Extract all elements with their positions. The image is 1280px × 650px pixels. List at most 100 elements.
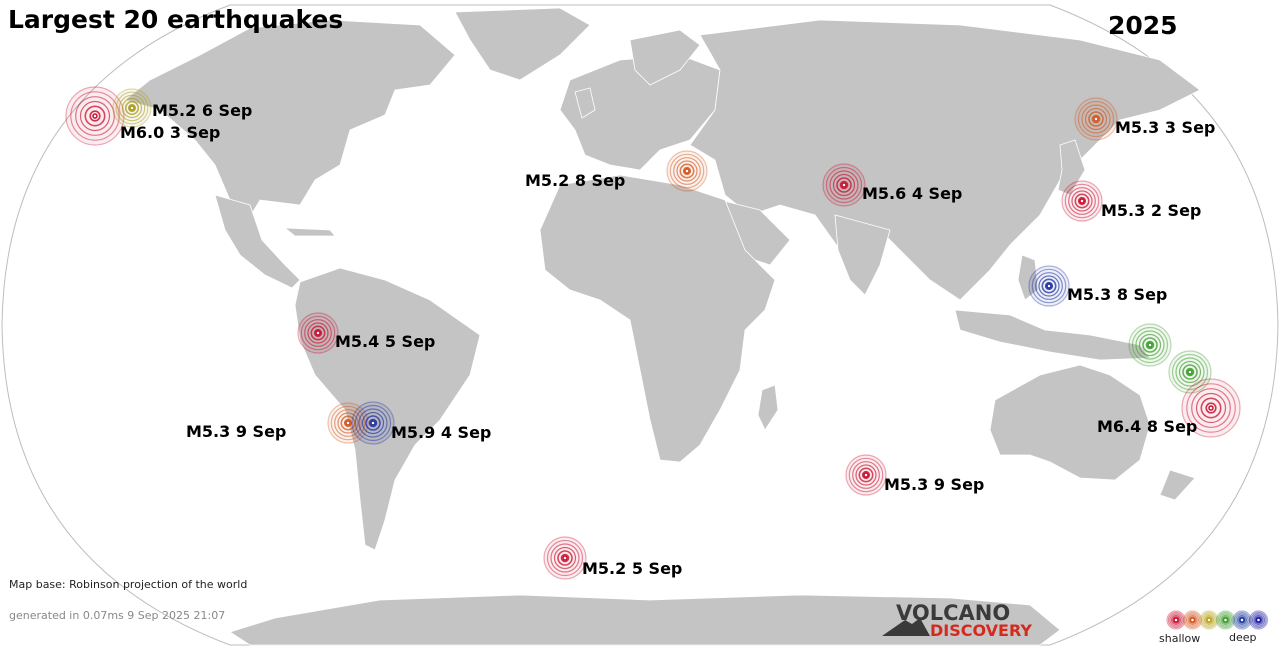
marker-ring	[1191, 388, 1231, 428]
marker-ring	[1091, 114, 1101, 124]
marker-ring	[1233, 611, 1251, 629]
marker-ring	[1187, 614, 1198, 626]
earthquake-marker[interactable]	[543, 536, 587, 580]
earthquake-marker[interactable]	[1168, 350, 1212, 394]
marker-center	[1147, 342, 1153, 348]
marker-center	[684, 168, 690, 174]
marker-center	[1189, 617, 1196, 623]
marker-ring	[1142, 337, 1158, 353]
marker-ring	[848, 457, 884, 493]
marker-ring	[128, 104, 137, 113]
earthquake-marker[interactable]	[1074, 97, 1118, 141]
marker-ring	[1041, 278, 1057, 294]
marker-center	[1255, 617, 1262, 623]
marker-ring	[1131, 326, 1169, 364]
marker-ring	[1167, 611, 1185, 629]
generated-note: generated in 0.07ms 9 Sep 2025 21:07	[9, 609, 225, 622]
africa	[539, 174, 776, 463]
marker-ring	[1077, 100, 1115, 138]
earthquake-marker[interactable]	[65, 86, 125, 146]
marker-ring	[1218, 613, 1233, 627]
marker-ring	[121, 97, 143, 119]
marker-ring	[337, 412, 359, 434]
marker-ring	[368, 418, 378, 428]
marker-ring	[307, 322, 329, 344]
marker-ring	[1235, 613, 1249, 627]
earthquake-marker[interactable]	[351, 401, 395, 445]
earthquake-marker[interactable]	[1061, 180, 1103, 222]
marker-center	[92, 113, 98, 119]
earthquake-marker[interactable]	[822, 163, 866, 207]
marker-center	[129, 105, 135, 111]
marker-ring	[1236, 614, 1248, 626]
marker-ring	[1064, 183, 1100, 219]
marker-ring	[1220, 614, 1231, 626]
marker-ring	[1253, 614, 1264, 626]
marker-ring	[1077, 196, 1087, 206]
marker-ring	[673, 157, 701, 185]
earthquake-marker[interactable]	[666, 150, 708, 192]
earthquake-label: M5.3 2 Sep	[1101, 201, 1201, 220]
earthquake-marker[interactable]	[1128, 323, 1172, 367]
marker-ring	[1172, 616, 1180, 624]
marker-ring	[358, 408, 388, 438]
marker-ring	[836, 177, 852, 193]
marker-ring	[829, 170, 859, 200]
southeast-asia-islands	[954, 309, 1151, 361]
marker-center	[562, 555, 568, 561]
new-zealand	[1159, 469, 1196, 501]
marker-ring	[1170, 614, 1182, 626]
marker-ring	[1251, 613, 1266, 627]
earthquake-marker[interactable]	[297, 312, 339, 354]
marker-ring	[1200, 397, 1222, 419]
marker-center	[841, 182, 847, 188]
earthquake-label: M6.0 3 Sep	[120, 123, 220, 142]
earthquake-marker[interactable]	[327, 402, 369, 444]
marker-ring	[1038, 275, 1060, 297]
marker-center	[1173, 617, 1179, 623]
earthquake-marker[interactable]	[1028, 265, 1070, 307]
marker-ring	[1081, 104, 1111, 134]
logo-text-discovery: DISCOVERY	[930, 621, 1032, 640]
earthquake-marker[interactable]	[1181, 378, 1241, 438]
marker-ring	[1186, 383, 1236, 433]
marker-ring	[669, 153, 705, 189]
marker-center	[863, 472, 869, 478]
marker-ring	[839, 180, 849, 190]
earthquake-marker[interactable]	[112, 88, 152, 128]
marker-center	[1239, 617, 1245, 623]
marker-ring	[1250, 611, 1267, 629]
marker-ring	[361, 411, 385, 435]
marker-ring	[1071, 190, 1093, 212]
volcano-icon	[882, 618, 930, 636]
earthquake-marker[interactable]	[845, 454, 887, 496]
marker-center	[370, 420, 376, 426]
continents	[124, 7, 1201, 646]
marker-ring	[682, 166, 692, 176]
marker-center	[1206, 617, 1212, 623]
marker-ring	[557, 550, 573, 566]
marker-ring	[79, 100, 111, 132]
earthquake-label: M5.2 5 Sep	[582, 559, 682, 578]
volcano-discovery-logo[interactable]: VOLCANO DISCOVERY	[882, 601, 1032, 640]
marker-ring	[1195, 392, 1227, 424]
marker-ring	[546, 539, 584, 577]
greenland	[454, 7, 591, 81]
marker-ring	[118, 94, 146, 122]
marker-ring	[70, 91, 120, 141]
marker-ring	[1035, 272, 1063, 300]
marker-ring	[334, 409, 362, 437]
marker-ring	[855, 464, 877, 486]
asia	[689, 19, 1201, 301]
marker-ring	[861, 470, 871, 480]
marker-ring	[89, 110, 101, 122]
marker-ring	[1068, 187, 1096, 215]
logo-text-volcano: VOLCANO	[896, 601, 1010, 625]
marker-ring	[313, 328, 323, 338]
marker-ring	[1088, 111, 1104, 127]
marker-center	[1187, 369, 1193, 375]
marker-ring	[560, 553, 570, 563]
south-america	[294, 267, 481, 551]
marker-ring	[1217, 611, 1234, 629]
